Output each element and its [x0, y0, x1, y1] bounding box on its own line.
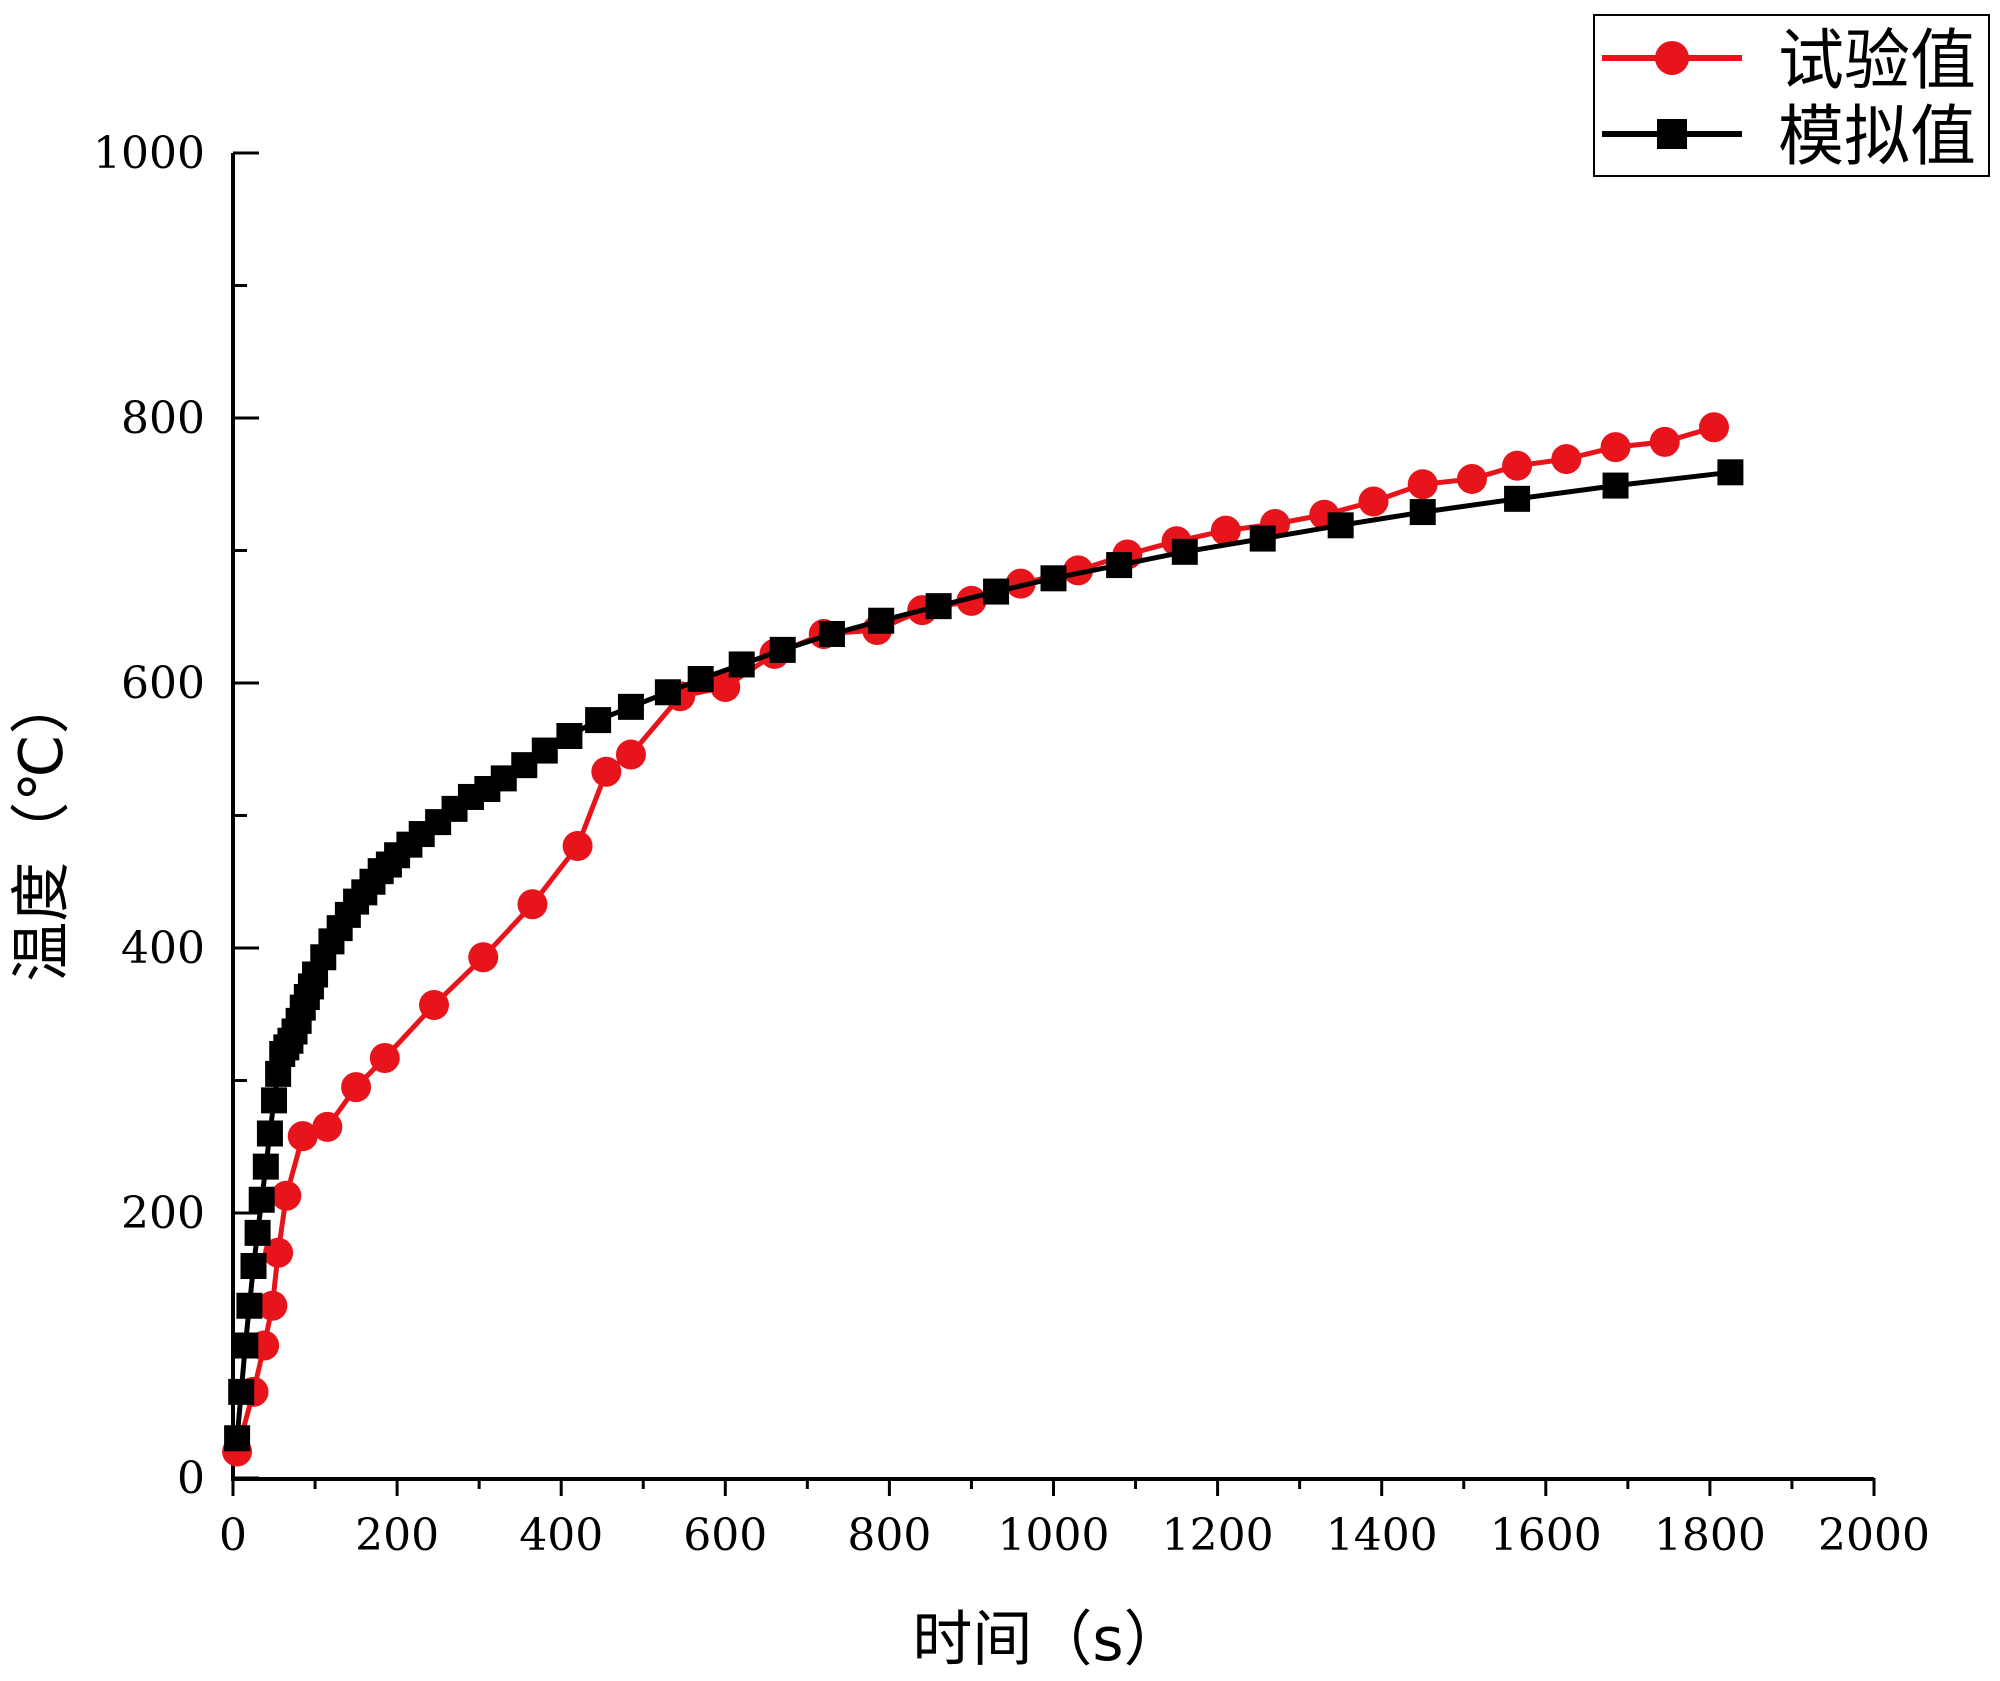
data-point	[257, 1290, 288, 1321]
series-test-values	[222, 412, 1730, 1467]
data-point	[615, 739, 646, 770]
x-tick-label: 1000	[998, 1510, 1110, 1561]
data-point	[925, 593, 952, 620]
data-point	[263, 1237, 294, 1268]
data-point	[341, 1072, 372, 1103]
data-point	[617, 693, 644, 720]
data-point	[1409, 499, 1436, 526]
data-point	[1600, 432, 1631, 463]
data-point	[224, 1425, 251, 1452]
x-tick-label: 2000	[1818, 1510, 1930, 1561]
data-point	[585, 707, 612, 734]
data-point	[710, 671, 741, 702]
axes	[231, 151, 1876, 1496]
data-point	[236, 1292, 263, 1319]
series-line	[234, 424, 1715, 1453]
data-point	[271, 1180, 302, 1211]
data-point	[1502, 450, 1533, 481]
x-tick-label: 800	[847, 1510, 931, 1561]
data-point	[562, 830, 593, 861]
data-point	[244, 1219, 271, 1246]
y-tick-label: 800	[121, 393, 205, 444]
data-point	[1210, 515, 1241, 546]
x-tick-label: 1400	[1326, 1510, 1438, 1561]
data-point	[468, 942, 499, 973]
data-point	[1551, 444, 1582, 475]
data-point	[252, 1153, 279, 1180]
data-point	[1249, 525, 1276, 552]
data-point	[287, 1121, 318, 1152]
series-simulated-values	[224, 459, 1744, 1452]
data-point	[1717, 459, 1744, 486]
data-point	[1504, 485, 1531, 512]
data-point	[591, 756, 622, 787]
data-point	[531, 737, 558, 764]
y-tick-label: 400	[121, 923, 205, 974]
data-point	[1699, 412, 1730, 443]
legend-label-sim: 模拟值	[1778, 98, 1976, 175]
legend-marker-test	[1655, 41, 1689, 75]
data-point	[248, 1186, 275, 1213]
data-point	[312, 1111, 343, 1142]
data-point	[818, 620, 845, 647]
x-tick-label: 400	[519, 1510, 603, 1561]
data-point	[1327, 512, 1354, 539]
data-point	[1407, 469, 1438, 500]
data-point	[1040, 565, 1067, 592]
data-point	[240, 1253, 267, 1279]
data-point	[769, 636, 796, 663]
data-point	[868, 607, 895, 634]
x-tick-label: 0	[219, 1510, 247, 1561]
y-tick-label: 1000	[93, 128, 205, 179]
x-tick-label: 600	[683, 1510, 767, 1561]
data-series	[222, 412, 1744, 1467]
legend-label-test: 试验值	[1778, 22, 1976, 99]
data-point	[1649, 426, 1680, 457]
y-tick-label: 600	[121, 658, 205, 709]
legend: 试验值 模拟值	[1593, 14, 1990, 177]
legend-box	[1593, 14, 1990, 177]
data-point	[1063, 555, 1094, 586]
data-point	[228, 1378, 255, 1405]
tick-labels: 0 200 400 600 800 1000 1200 1400 1600 1800 2000 0 20…	[93, 128, 1930, 1561]
x-tick-label: 200	[355, 1510, 439, 1561]
data-point	[1456, 463, 1487, 494]
data-point	[256, 1120, 283, 1147]
x-tick-label: 1800	[1654, 1510, 1766, 1561]
y-tick-label: 200	[121, 1188, 205, 1239]
data-point	[369, 1042, 400, 1073]
data-point	[232, 1332, 259, 1359]
data-point	[654, 679, 681, 706]
data-point	[1171, 538, 1198, 565]
data-point	[556, 723, 583, 749]
data-point	[728, 651, 755, 678]
data-point	[687, 666, 714, 693]
y-tick-label: 0	[177, 1453, 205, 1504]
x-axis-title: 时间（s）	[912, 1605, 1183, 1675]
series-line	[234, 469, 1731, 1439]
x-tick-label: 1200	[1162, 1510, 1274, 1561]
x-tick-label: 1600	[1490, 1510, 1602, 1561]
data-point	[517, 889, 548, 920]
legend-marker-sim	[1657, 119, 1687, 149]
data-point	[1106, 552, 1133, 579]
data-point	[1358, 486, 1389, 517]
data-point	[261, 1087, 288, 1114]
data-point	[419, 989, 450, 1020]
data-point	[983, 578, 1010, 605]
data-point	[1602, 472, 1629, 499]
y-axis-title: 温度（℃）	[7, 674, 77, 981]
